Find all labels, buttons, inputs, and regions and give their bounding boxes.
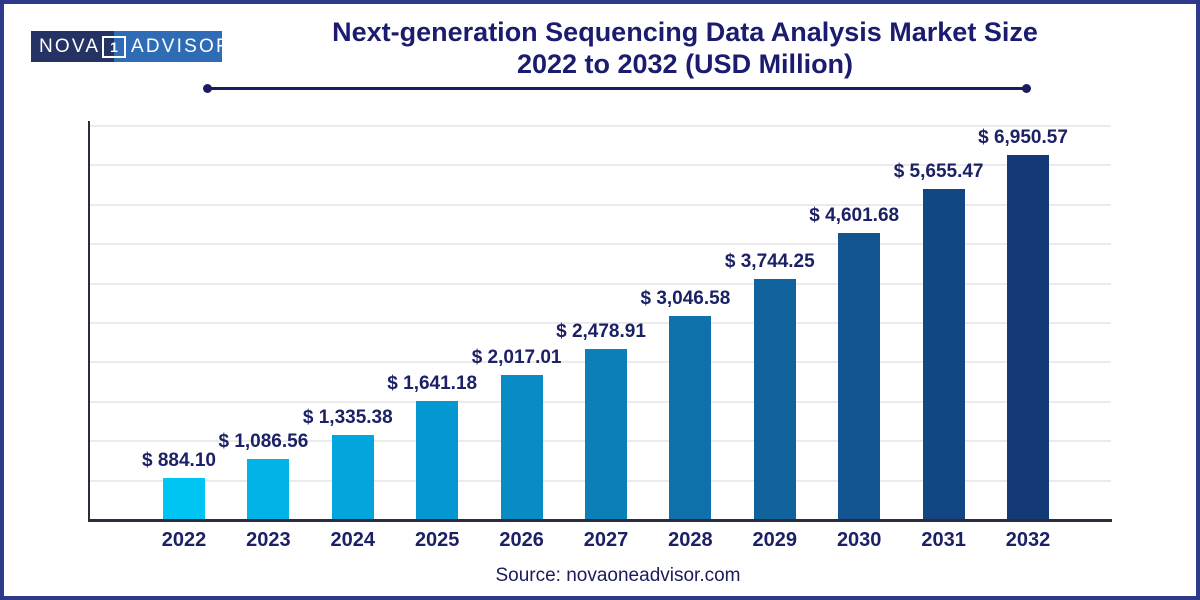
bar-value-label: $ 1,641.18: [387, 373, 478, 394]
gridline: [89, 203, 1111, 206]
x-tick-label: 2026: [499, 529, 544, 551]
bar-value-label: $ 3,744.25: [724, 251, 815, 272]
bar-2031: [922, 189, 965, 519]
bar-2023: [247, 459, 290, 519]
chart-title: Next-generation Sequencing Data Analysis…: [260, 16, 1110, 80]
x-tick-label: 2028: [668, 529, 713, 551]
x-tick-label: 2032: [1005, 529, 1051, 551]
gridline: [89, 243, 1111, 246]
x-tick-label: 2022: [161, 529, 207, 551]
title-underline: [203, 84, 1031, 93]
bar-value-label: $ 884.10: [142, 450, 216, 471]
bar-2025: [416, 401, 459, 519]
gridline: [89, 282, 1111, 285]
bar-2028: [669, 316, 712, 519]
bar-value-label: $ 2,017.01: [471, 347, 562, 368]
bar-2030: [838, 233, 881, 519]
bar-value-label: $ 6,950.57: [978, 127, 1068, 148]
bar-value-label: $ 2,478.91: [556, 321, 646, 342]
x-tick-label: 2029: [752, 529, 798, 551]
bar-value-label: $ 1,335.38: [302, 407, 393, 428]
x-tick-label: 2023: [246, 529, 291, 551]
x-tick-label: 2024: [330, 529, 376, 551]
gridline: [89, 322, 1111, 324]
x-tick-label: 2031: [921, 529, 966, 551]
source-text: Source: novaoneadvisor.com: [495, 565, 741, 586]
bar-2027: [585, 349, 627, 519]
x-tick-label: 2030: [836, 529, 882, 551]
bar-value-label: $ 5,655.47: [893, 161, 984, 182]
y-axis-line: [88, 121, 90, 521]
underline-right-dot: [1022, 84, 1031, 93]
x-tick-label: 2027: [583, 529, 629, 551]
gridline: [89, 125, 1111, 127]
bar-value-label: $ 3,046.58: [640, 288, 731, 309]
bar-2022: [163, 478, 205, 519]
logo-one-box: 1: [102, 36, 126, 58]
chart-title-line2: 2022 to 2032 (USD Million): [516, 49, 854, 79]
bar-value-label: $ 4,601.68: [809, 205, 900, 226]
logo-text-one: 1: [110, 39, 118, 55]
logo: NOVA ADVISOR 1: [31, 31, 230, 62]
logo-left-segment: NOVA: [31, 31, 114, 62]
underline-left-dot: [203, 84, 212, 93]
logo-text-nova: NOVA: [39, 36, 101, 57]
x-axis-line: [88, 519, 1112, 522]
logo-right-segment: ADVISOR: [114, 31, 230, 62]
bar-2032: [1007, 155, 1049, 519]
bar-2026: [500, 375, 543, 519]
x-tick-label: 2025: [414, 529, 460, 551]
logo-text-advisor: ADVISOR: [131, 36, 232, 57]
bar-2029: [753, 279, 796, 519]
chart-title-line1: Next-generation Sequencing Data Analysis…: [332, 17, 1038, 47]
gridline: [89, 164, 1111, 167]
bar-value-label: $ 1,086.56: [218, 431, 309, 452]
bar-2024: [331, 435, 374, 519]
